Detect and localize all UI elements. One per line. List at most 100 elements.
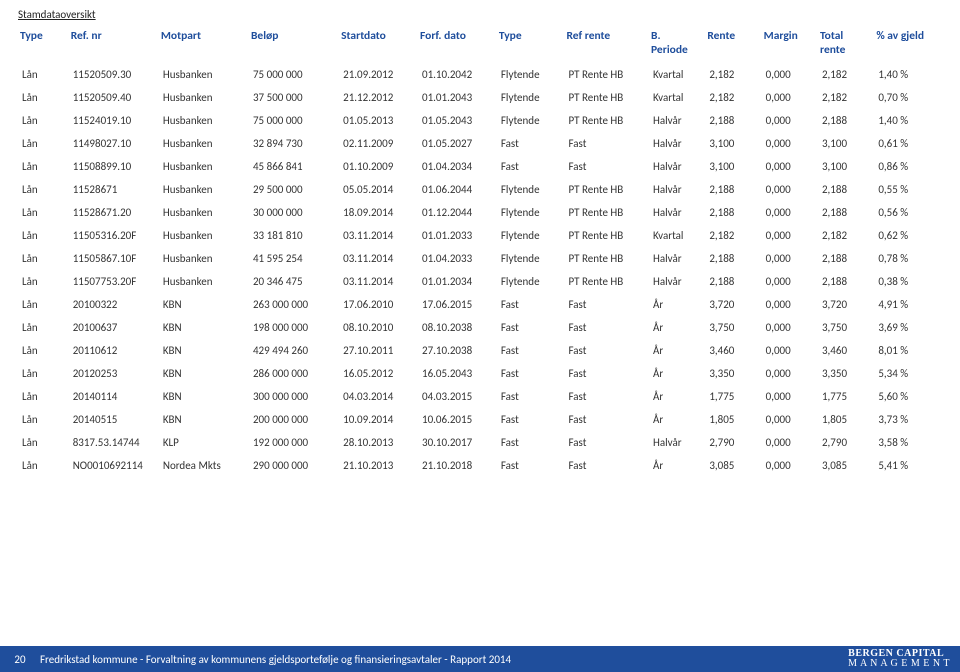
table-cell: Fast — [497, 316, 565, 339]
table-cell: 01.04.2034 — [418, 155, 497, 178]
table-cell: Halvår — [649, 270, 705, 293]
table-cell: 4,91 % — [874, 293, 942, 316]
page-title: Stamdataoversikt — [18, 8, 942, 21]
table-cell: KBN — [159, 362, 249, 385]
table-row: Lån11505316.20FHusbanken33 181 81003.11.… — [18, 224, 942, 247]
table-cell: 2,188 — [818, 178, 874, 201]
table-cell: 2,188 — [705, 109, 761, 132]
table-cell: PT Rente HB — [564, 63, 649, 86]
table-cell: Lån — [18, 86, 69, 109]
table-cell: 03.11.2014 — [339, 224, 418, 247]
table-cell: 3,350 — [705, 362, 761, 385]
table-cell: 2,188 — [818, 109, 874, 132]
table-cell: 3,73 % — [874, 408, 942, 431]
table-cell: PT Rente HB — [564, 178, 649, 201]
table-cell: Nordea Mkts — [159, 454, 249, 477]
table-cell: 04.03.2015 — [418, 385, 497, 408]
table-cell: PT Rente HB — [564, 270, 649, 293]
table-cell: 3,100 — [818, 155, 874, 178]
table-cell: Flytende — [497, 247, 565, 270]
table-row: LånNO0010692114Nordea Mkts290 000 00021.… — [18, 454, 942, 477]
col-pctgjeld: % av gjeld — [874, 27, 942, 63]
table-cell: KBN — [159, 339, 249, 362]
table-cell: Halvår — [649, 132, 705, 155]
table-cell: 8,01 % — [874, 339, 942, 362]
table-cell: 03.11.2014 — [339, 247, 418, 270]
table-cell: Lån — [18, 270, 69, 293]
table-cell: 0,38 % — [874, 270, 942, 293]
table-cell: 1,775 — [818, 385, 874, 408]
table-cell: 2,182 — [705, 63, 761, 86]
table-cell: 0,000 — [762, 385, 818, 408]
col-type: Type — [18, 27, 69, 63]
table-cell: 2,188 — [818, 201, 874, 224]
table-cell: Lån — [18, 247, 69, 270]
table-cell: 11528671 — [69, 178, 159, 201]
page-number: 20 — [0, 653, 40, 666]
table-cell: 11520509.40 — [69, 86, 159, 109]
table-cell: 27.10.2011 — [339, 339, 418, 362]
table-cell: Halvår — [649, 155, 705, 178]
table-cell: 5,34 % — [874, 362, 942, 385]
table-cell: 3,085 — [705, 454, 761, 477]
table-cell: 1,805 — [818, 408, 874, 431]
table-row: Lån11520509.30Husbanken75 000 00021.09.2… — [18, 63, 942, 86]
table-cell: 16.05.2043 — [418, 362, 497, 385]
table-row: Lån20110612KBN429 494 26027.10.201127.10… — [18, 339, 942, 362]
table-cell: 0,61 % — [874, 132, 942, 155]
table-cell: Husbanken — [159, 224, 249, 247]
table-cell: 20120253 — [69, 362, 159, 385]
table-cell: Fast — [564, 408, 649, 431]
col-rtype: Type — [497, 27, 565, 63]
page-footer: 20 Fredrikstad kommune - Forvaltning av … — [0, 646, 960, 672]
table-cell: Husbanken — [159, 109, 249, 132]
table-cell: År — [649, 293, 705, 316]
table-cell: Flytende — [497, 63, 565, 86]
table-cell: Fast — [497, 408, 565, 431]
table-cell: Lån — [18, 431, 69, 454]
table-cell: 2,188 — [818, 270, 874, 293]
table-cell: Lån — [18, 408, 69, 431]
table-cell: 3,69 % — [874, 316, 942, 339]
table-cell: 28.10.2013 — [339, 431, 418, 454]
table-cell: PT Rente HB — [564, 109, 649, 132]
table-cell: År — [649, 454, 705, 477]
table-cell: 0,86 % — [874, 155, 942, 178]
table-cell: 1,805 — [705, 408, 761, 431]
table-cell: 0,70 % — [874, 86, 942, 109]
table-cell: 17.06.2010 — [339, 293, 418, 316]
table-cell: 0,000 — [762, 155, 818, 178]
table-cell: KBN — [159, 385, 249, 408]
table-cell: Husbanken — [159, 63, 249, 86]
table-row: Lån20100637KBN198 000 00008.10.201008.10… — [18, 316, 942, 339]
table-cell: Lån — [18, 293, 69, 316]
table-cell: 11507753.20F — [69, 270, 159, 293]
table-cell: 192 000 000 — [249, 431, 339, 454]
table-cell: 10.09.2014 — [339, 408, 418, 431]
table-cell: 3,750 — [705, 316, 761, 339]
table-cell: 2,182 — [705, 224, 761, 247]
table-row: Lån20140114KBN300 000 00004.03.201404.03… — [18, 385, 942, 408]
table-cell: Halvår — [649, 178, 705, 201]
table-cell: Flytende — [497, 86, 565, 109]
table-cell: PT Rente HB — [564, 201, 649, 224]
table-cell: 3,750 — [818, 316, 874, 339]
table-cell: 11505316.20F — [69, 224, 159, 247]
table-cell: Fast — [564, 339, 649, 362]
table-cell: 3,460 — [705, 339, 761, 362]
table-row: Lån11508899.10Husbanken45 866 84101.10.2… — [18, 155, 942, 178]
table-cell: 20100322 — [69, 293, 159, 316]
table-cell: 3,350 — [818, 362, 874, 385]
table-cell: Flytende — [497, 270, 565, 293]
table-cell: Flytende — [497, 224, 565, 247]
table-cell: Fast — [564, 316, 649, 339]
table-cell: Fast — [497, 385, 565, 408]
table-cell: Flytende — [497, 178, 565, 201]
table-cell: Kvartal — [649, 86, 705, 109]
table-cell: Husbanken — [159, 247, 249, 270]
table-cell: 01.01.2043 — [418, 86, 497, 109]
table-cell: 0,000 — [762, 362, 818, 385]
table-cell: 27.10.2038 — [418, 339, 497, 362]
table-cell: 21.09.2012 — [339, 63, 418, 86]
table-cell: Lån — [18, 316, 69, 339]
